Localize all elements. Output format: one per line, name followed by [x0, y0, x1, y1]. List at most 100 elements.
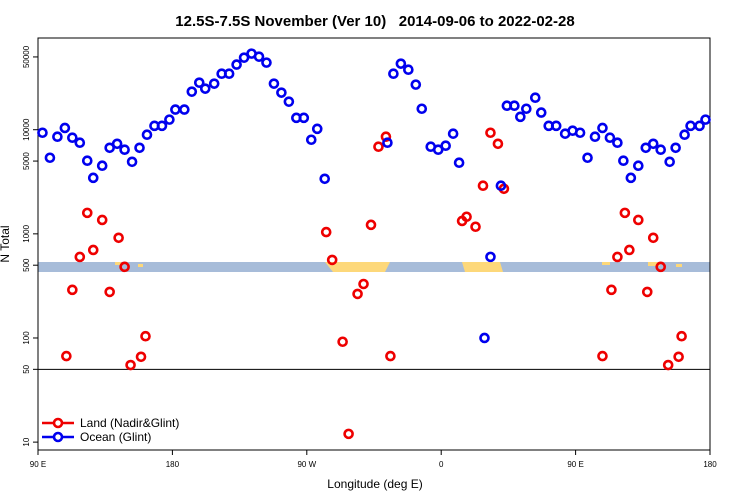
point: [679, 129, 690, 141]
point: [74, 251, 86, 263]
point: [597, 350, 608, 362]
series: [37, 48, 711, 344]
point: [208, 78, 220, 89]
point: [59, 122, 71, 134]
point: [655, 261, 667, 273]
point: [509, 100, 520, 112]
y-tick-label: 100: [22, 331, 31, 345]
point: [111, 138, 123, 150]
point: [104, 286, 115, 298]
point: [74, 137, 86, 149]
plot-frame: [37, 37, 711, 451]
point: [618, 155, 629, 167]
point: [52, 131, 63, 142]
y-tick-label: 50: [22, 364, 31, 373]
point: [140, 330, 151, 342]
point: [193, 77, 205, 88]
legend-label: Land (Nadir&Glint): [80, 416, 179, 430]
x-tick-label: 0: [439, 460, 444, 469]
point: [604, 132, 616, 144]
point: [676, 330, 687, 342]
point: [319, 173, 331, 185]
point: [343, 428, 354, 440]
point: [403, 64, 414, 76]
x-tick-label: 90 E: [567, 460, 583, 469]
point: [326, 254, 338, 266]
chart-title: 12.5S-7.5S November (Ver 10) 2014-09-06 …: [175, 13, 574, 30]
point: [550, 120, 562, 132]
point: [67, 132, 78, 144]
point: [447, 128, 459, 139]
y-tick-label: 10: [22, 437, 31, 446]
point: [113, 232, 124, 244]
point: [479, 332, 490, 344]
point: [268, 78, 280, 89]
point: [685, 120, 696, 132]
point: [283, 96, 295, 107]
point: [647, 232, 659, 244]
point: [320, 226, 332, 238]
point: [625, 172, 637, 184]
point: [633, 160, 644, 172]
point: [521, 103, 532, 115]
point: [365, 219, 377, 231]
point: [485, 127, 496, 139]
point: [305, 134, 317, 146]
point: [582, 152, 593, 164]
point: [67, 284, 78, 296]
point: [231, 59, 242, 70]
point: [44, 152, 56, 164]
point: [37, 127, 48, 139]
point: [535, 107, 547, 118]
y-tick-label: 500: [22, 258, 31, 272]
legend-marker: [52, 431, 64, 443]
point: [612, 137, 623, 149]
land-area: [648, 262, 660, 266]
point: [470, 221, 481, 233]
point: [223, 68, 235, 80]
point: [485, 251, 496, 263]
land-area: [325, 262, 390, 272]
y-tick-label: 50000: [22, 45, 31, 68]
series: [61, 127, 687, 440]
point: [81, 207, 93, 219]
point: [96, 214, 108, 226]
point: [156, 120, 168, 132]
x-tick-label: 90 E: [30, 460, 46, 469]
point: [461, 211, 472, 223]
point: [395, 58, 407, 69]
point: [126, 156, 138, 168]
point: [81, 155, 93, 167]
land-area: [115, 262, 121, 265]
map-strip: [38, 262, 710, 272]
point: [700, 114, 711, 125]
point: [87, 172, 99, 184]
point: [388, 68, 399, 80]
point: [662, 359, 674, 371]
point: [134, 142, 145, 154]
y-tick-label: 1000: [22, 224, 31, 242]
x-tick-label: 90 W: [297, 460, 316, 469]
land-area: [676, 264, 682, 267]
point: [141, 129, 153, 141]
y-tick-label: 5000: [22, 152, 31, 170]
y-tick-label: 10000: [22, 118, 31, 141]
point: [87, 244, 99, 256]
land-area: [602, 262, 610, 265]
point: [624, 244, 635, 256]
point: [641, 286, 653, 298]
point: [119, 144, 130, 155]
point: [179, 104, 190, 115]
point: [119, 261, 130, 273]
point: [298, 112, 310, 124]
point: [612, 251, 623, 263]
point: [135, 351, 147, 363]
point: [492, 138, 504, 150]
point: [352, 288, 363, 300]
point: [495, 180, 507, 192]
point: [589, 131, 601, 142]
point: [61, 350, 72, 362]
point: [382, 137, 393, 149]
point: [597, 122, 608, 134]
point: [655, 144, 667, 155]
